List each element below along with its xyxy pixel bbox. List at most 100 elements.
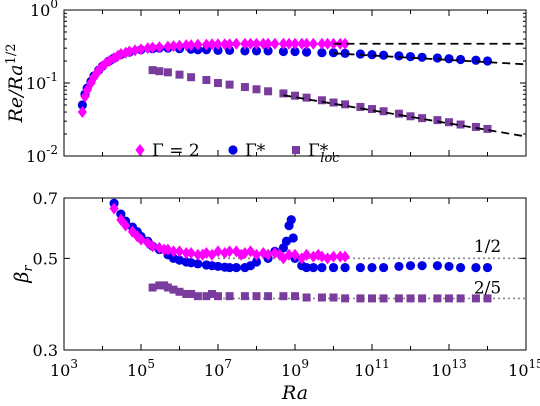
gammastar-point	[432, 261, 443, 271]
gamma2-point	[240, 37, 250, 50]
annotations: 1/2 2/5	[474, 237, 501, 298]
gammastar-point	[340, 48, 350, 58]
x-tick-label: 109	[281, 357, 309, 380]
gamma2-point	[340, 250, 350, 263]
gammaloc-point	[433, 294, 442, 303]
gammastar-point	[317, 48, 327, 58]
gammaloc-point	[163, 283, 172, 292]
gammastar-point	[301, 262, 312, 273]
gammastar-point	[328, 48, 339, 58]
gamma2-point	[297, 252, 307, 265]
gamma2-point	[284, 37, 294, 50]
x-axis-label: Ra	[281, 382, 308, 404]
gamma2-point	[213, 245, 223, 258]
gammaloc-point	[379, 107, 388, 116]
gamma2-point	[136, 43, 146, 56]
gammaloc-point	[214, 292, 222, 301]
x-tick-label: 107	[204, 357, 232, 380]
y-tick-label: 10-2	[26, 143, 58, 166]
y-tick-label: 0.5	[33, 249, 58, 268]
gammaloc-point	[302, 293, 311, 302]
gammastar-point	[263, 46, 273, 56]
gammaloc-point	[264, 292, 273, 301]
legend: Γ = 2 Γ* Γ*loc	[135, 141, 340, 166]
gamma2-point	[322, 37, 333, 50]
gamma2-point	[317, 37, 327, 50]
gamma2-point	[174, 39, 185, 52]
gamma2-point	[130, 44, 140, 57]
gamma2-point	[181, 247, 191, 260]
gammaloc-point	[155, 281, 164, 290]
gamma2-point	[97, 60, 108, 73]
gammaloc-point	[483, 124, 492, 133]
gamma2-point	[270, 247, 280, 260]
gammastar-point	[77, 100, 87, 110]
gamma2-point	[168, 245, 179, 258]
gammastar-point	[455, 262, 466, 273]
x-tick-labels: 103 105 107 109 1011 1013 1015	[50, 357, 540, 380]
x-tick-label: 105	[127, 357, 155, 380]
gamma2-point	[186, 247, 196, 260]
gammaloc-point	[406, 294, 415, 303]
y-tick-label: 10-1	[26, 70, 58, 93]
gamma2-point	[284, 248, 294, 261]
x-tick-label: 1013	[431, 357, 467, 380]
legend-label-gammastar: Γ*	[245, 141, 266, 161]
gamma2-point	[308, 250, 318, 263]
gamma2-point	[340, 37, 350, 50]
gamma2-point	[100, 57, 111, 70]
gammaloc-point	[445, 294, 453, 303]
gammaloc-point	[163, 68, 172, 77]
gammastar-point	[378, 262, 389, 273]
gammastar-point	[224, 262, 235, 273]
gammaloc-point	[418, 294, 427, 303]
gammaloc-point	[394, 294, 403, 303]
fit-line-2	[283, 94, 527, 138]
series-gamma2	[77, 37, 350, 119]
gammaloc-point	[291, 292, 299, 301]
gamma2-point	[335, 250, 345, 263]
gammastar-point	[482, 262, 493, 273]
gammaloc-point	[182, 289, 191, 298]
gammaloc-point	[356, 102, 365, 111]
gamma2-point	[201, 38, 212, 51]
gammastar-point	[367, 49, 377, 60]
gammastar-point	[378, 50, 389, 60]
gammaloc-point	[187, 289, 196, 298]
gamma2-point	[147, 240, 158, 253]
gammaloc-point	[187, 73, 196, 82]
legend-marker-gammaloc	[292, 146, 300, 154]
gammaloc-point	[445, 118, 453, 127]
gammaloc-point	[214, 79, 222, 87]
gamma2-point	[328, 250, 339, 263]
gammastar-point	[286, 215, 296, 225]
gammaloc-point	[175, 70, 184, 79]
gammastar-point	[251, 257, 262, 267]
gammastar-point	[455, 54, 466, 65]
top-marks	[77, 37, 527, 138]
gammastar-point	[367, 262, 377, 273]
gamma2-point	[147, 41, 158, 54]
gammastar-point	[193, 259, 203, 269]
gammaloc-point	[169, 285, 178, 294]
gamma2-point	[116, 213, 126, 226]
gamma2-point	[220, 38, 230, 51]
y-tick-label: 100	[30, 0, 58, 20]
gamma2-point	[290, 37, 300, 50]
gammastar-point	[355, 49, 366, 59]
gamma2-point	[136, 233, 146, 246]
gamma2-point	[77, 106, 87, 119]
gammaloc-point	[356, 294, 365, 303]
gamma2-point	[245, 37, 256, 50]
gammastar-point	[340, 262, 350, 273]
gammastar-point	[471, 262, 481, 273]
gammastar-point	[432, 53, 443, 63]
gammaloc-point	[279, 292, 288, 301]
gammastar-point	[355, 262, 366, 273]
series-gammaloc	[148, 281, 492, 303]
gammastar-point	[394, 261, 404, 272]
gammaloc-point	[279, 89, 288, 98]
gamma2-point	[207, 38, 217, 51]
gammaloc-point	[175, 287, 184, 296]
